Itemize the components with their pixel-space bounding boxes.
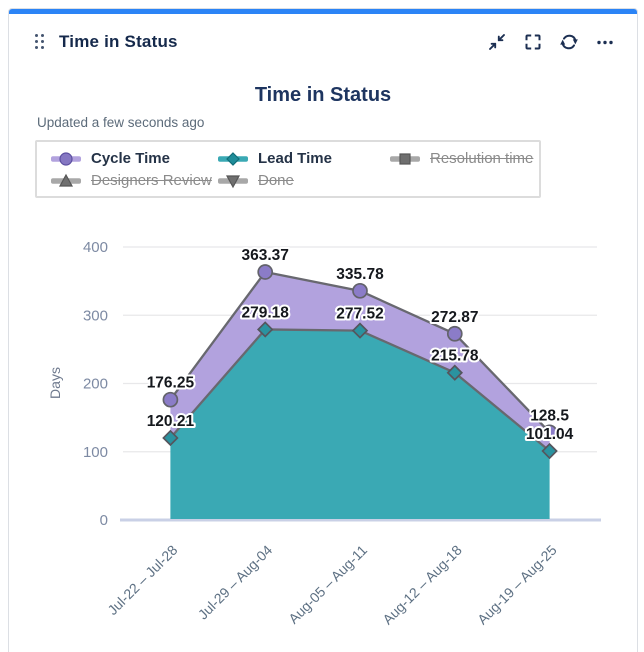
updated-timestamp: Updated a few seconds ago bbox=[37, 115, 205, 130]
legend-item-label: Designers Review bbox=[91, 172, 212, 189]
data-label: 363.37 bbox=[241, 247, 288, 264]
collapse-icon[interactable] bbox=[487, 32, 507, 52]
x-tick-label: Jul-22 – Jul-28 bbox=[104, 542, 180, 618]
widget-header: Time in Status bbox=[9, 14, 637, 52]
cycle-time-point[interactable]: 363.37 bbox=[239, 245, 291, 280]
legend-item-label: Done bbox=[258, 172, 294, 189]
data-label: 128.5 bbox=[530, 407, 569, 424]
widget-header-actions bbox=[487, 32, 615, 52]
lead-time-point[interactable]: 279.18 bbox=[239, 302, 291, 338]
data-label: 335.78 bbox=[336, 266, 384, 283]
circle-marker-icon bbox=[51, 151, 81, 166]
drag-handle-icon[interactable] bbox=[35, 34, 45, 50]
cycle-time-point[interactable]: 335.78 bbox=[334, 264, 386, 299]
cycle-time-point[interactable]: 128.5 bbox=[528, 405, 571, 441]
triangle-up-marker-icon bbox=[51, 173, 81, 187]
legend-item-resolution-time[interactable]: Resolution time bbox=[388, 150, 533, 167]
data-label: 101.04 bbox=[526, 426, 574, 443]
x-tick-label: Jul-29 – Aug-04 bbox=[195, 542, 276, 623]
y-tick-label: 200 bbox=[83, 376, 108, 393]
legend-item-label: Lead Time bbox=[258, 150, 332, 167]
x-tick-label: Aug-19 – Aug-25 bbox=[474, 542, 560, 628]
data-label: 176.25 bbox=[147, 375, 195, 392]
triangle-down-marker-icon bbox=[218, 174, 248, 188]
legend-item-designers-review[interactable]: Designers Review bbox=[49, 172, 216, 189]
chart-title: Time in Status bbox=[254, 84, 392, 106]
x-tick-label: Aug-05 – Aug-11 bbox=[285, 542, 370, 627]
data-label: 215.78 bbox=[431, 348, 479, 365]
y-axis-title: Days bbox=[47, 367, 63, 399]
legend-item-lead-time[interactable]: Lead Time bbox=[216, 150, 388, 167]
legend-item-label: Resolution time bbox=[430, 150, 534, 167]
data-label: 277.52 bbox=[336, 306, 383, 323]
widget-accent-bar bbox=[9, 9, 637, 14]
y-tick-label: 400 bbox=[83, 239, 108, 256]
legend-item-done[interactable]: Done bbox=[216, 172, 388, 189]
lead-time-point[interactable]: 101.04 bbox=[524, 424, 576, 460]
x-tick-label: Aug-12 – Aug-18 bbox=[379, 542, 465, 628]
y-tick-label: 100 bbox=[83, 444, 108, 461]
square-marker-icon bbox=[390, 152, 420, 165]
lead-time-point[interactable]: 277.52 bbox=[334, 304, 386, 339]
data-label: 272.87 bbox=[431, 309, 478, 326]
diamond-marker-icon bbox=[218, 151, 248, 166]
fullscreen-icon[interactable] bbox=[523, 32, 543, 52]
time-in-status-chart: 0 100 200 300 400 Days 176.25 363.37 335.78 272.8… bbox=[47, 239, 601, 628]
widget-title: Time in Status bbox=[59, 32, 178, 51]
data-label: 279.18 bbox=[241, 304, 289, 321]
y-tick-label: 300 bbox=[83, 307, 108, 324]
legend-item-label: Cycle Time bbox=[91, 150, 170, 167]
legend-item-cycle-time[interactable]: Cycle Time bbox=[49, 150, 216, 167]
chart-legend: Cycle Time Lead Time Resolution time Design… bbox=[35, 140, 541, 198]
cycle-time-point[interactable]: 176.25 bbox=[145, 373, 196, 408]
lead-time-point[interactable]: 215.78 bbox=[429, 346, 481, 381]
time-in-status-widget: Time in Status bbox=[8, 8, 638, 652]
data-label: 120.21 bbox=[147, 413, 195, 430]
y-tick-label: 0 bbox=[100, 512, 108, 529]
lead-time-point[interactable]: 120.21 bbox=[145, 411, 196, 447]
cycle-time-point[interactable]: 272.87 bbox=[429, 307, 481, 342]
refresh-icon[interactable] bbox=[559, 32, 579, 52]
more-menu-icon[interactable] bbox=[595, 32, 615, 52]
cycle-time-area bbox=[170, 271, 550, 452]
